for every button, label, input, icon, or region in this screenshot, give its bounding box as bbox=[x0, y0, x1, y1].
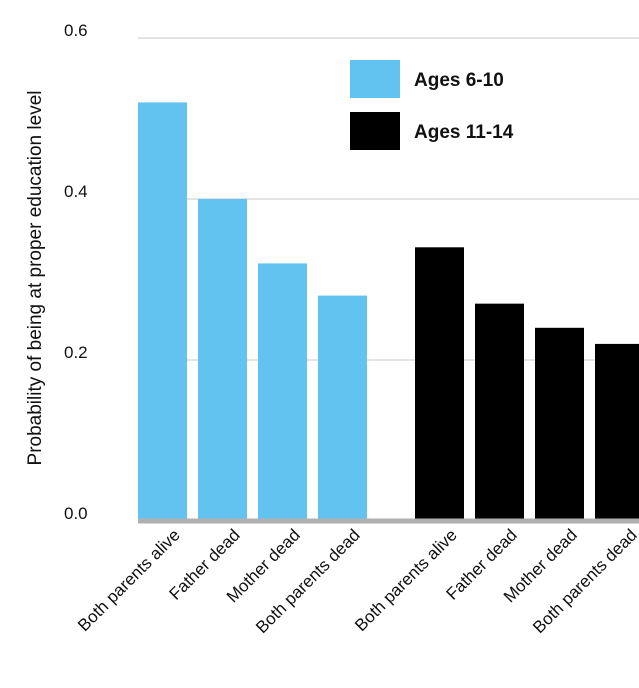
y-axis-ticks: 0.0 0.2 0.4 0.6 bbox=[64, 21, 88, 523]
bar-mother-dead-series-1 bbox=[535, 327, 584, 521]
bar-both-parents-alive-series-0 bbox=[138, 102, 187, 522]
y-tick-label: 0.2 bbox=[64, 343, 88, 362]
bar-both-parents-alive-series-1 bbox=[415, 247, 464, 522]
legend-label-ages-11-14: Ages 11-14 bbox=[414, 122, 514, 143]
bar-mother-dead-series-0 bbox=[258, 263, 307, 521]
bars bbox=[138, 102, 639, 522]
x-category-label: Both parents dead bbox=[252, 525, 364, 637]
x-category-label: Both parents alive bbox=[74, 525, 184, 635]
legend-swatch-ages-11-14 bbox=[350, 112, 400, 150]
x-category-label: Both parents dead bbox=[529, 525, 639, 637]
bar-father-dead-series-1 bbox=[475, 303, 524, 521]
legend: Ages 6-10 Ages 11-14 bbox=[350, 60, 514, 150]
bar-father-dead-series-0 bbox=[198, 199, 247, 521]
y-tick-label: 0.4 bbox=[64, 182, 88, 201]
y-tick-label: 0.6 bbox=[64, 21, 88, 40]
y-tick-label: 0.0 bbox=[64, 504, 88, 523]
bar-both-parents-dead-series-0 bbox=[318, 295, 367, 521]
x-category-label: Both parents alive bbox=[351, 525, 461, 635]
legend-label-ages-6-10: Ages 6-10 bbox=[414, 70, 504, 91]
legend-swatch-ages-6-10 bbox=[350, 60, 400, 98]
bar-both-parents-dead-series-1 bbox=[595, 343, 639, 521]
y-axis-title: Probability of being at proper education… bbox=[25, 91, 46, 466]
